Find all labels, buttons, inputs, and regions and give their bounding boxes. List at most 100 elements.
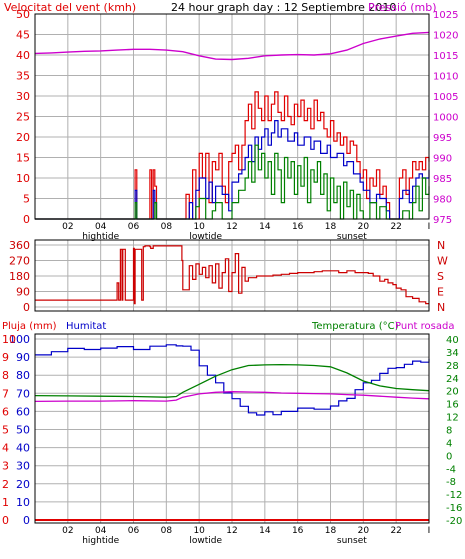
pressure-y-tick-label: 1005	[433, 92, 458, 103]
direction-y-tick-label: 360	[9, 239, 30, 252]
rain-y-tick-label: 3	[2, 460, 9, 473]
humidity-tide-label: lowtide	[189, 536, 222, 546]
wind-x-tick-label: I	[428, 222, 431, 232]
humidity-y-tick-label: 60	[16, 405, 30, 418]
pressure-y-tick-label: 995	[433, 133, 452, 144]
wind-x-tick-label: 10	[193, 222, 205, 232]
temperature-label: Temperatura (°C)	[311, 321, 399, 332]
rain-y-tick-label: 2	[2, 478, 9, 491]
wind-x-tick-label: 14	[259, 222, 271, 232]
rain-y-tick-label: 1	[2, 496, 9, 509]
temperature-y-tick-label: 12	[446, 413, 459, 424]
temperature-y-tick-label: 4	[446, 438, 452, 449]
rain-y-tick-label: 8	[2, 369, 9, 382]
wind-pressure-panel: 0510152025303540455097598098599099510001…	[16, 8, 458, 242]
humidity-x-tick-label: 08	[161, 526, 173, 536]
dewpoint-label: Punt rosada	[395, 321, 454, 332]
temperature-y-tick-label: -8	[446, 477, 456, 488]
temperature-y-tick-label: 16	[446, 400, 459, 411]
humidity-y-tick-label: 70	[16, 387, 30, 400]
humidity-tide-label: hightide	[82, 536, 119, 546]
temperature-y-tick-label: 28	[446, 361, 459, 372]
wind-x-tick-label: 08	[161, 222, 173, 232]
wind-y-tick-label: 10	[16, 172, 30, 185]
temperature-y-tick-label: -20	[446, 516, 462, 527]
wind-x-tick-label: 18	[325, 222, 337, 232]
rain-y-tick-label: 5	[2, 424, 9, 437]
pressure-series-line	[34, 31, 430, 61]
humidity-x-tick-label: 10	[193, 526, 205, 536]
wind-x-tick-label: 12	[226, 222, 237, 232]
temperature-y-tick-label: -4	[446, 464, 456, 475]
temperature-y-tick-label: 20	[446, 387, 459, 398]
humidity-y-tick-label: 0	[23, 514, 30, 527]
wind-plot-frame	[34, 13, 430, 220]
wind-y-tick-label: 5	[23, 193, 30, 206]
pressure-y-tick-label: 1025	[433, 10, 458, 21]
pressure-y-tick-label: 1020	[433, 31, 458, 42]
pressure-y-tick-label: 980	[433, 195, 452, 206]
wind-y-tick-label: 0	[23, 213, 30, 226]
wind-x-tick-label: 02	[62, 222, 73, 232]
compass-tick-label: N	[437, 301, 445, 314]
wind-tide-label: lowtide	[189, 232, 222, 242]
rain-y-tick-label: 9	[2, 351, 9, 364]
wind-x-tick-label: 16	[292, 222, 304, 232]
humidity-y-tick-label: 20	[16, 478, 30, 491]
humidity-temperature-panel: 0102030405060708090100012345678910-20-16…	[2, 333, 462, 546]
pressure-label: Pressió (mb)	[368, 1, 437, 14]
temperature-y-tick-label: 34	[446, 348, 459, 359]
humidity-label: Humitat	[66, 321, 106, 332]
humidity-tide-label: sunset	[337, 536, 367, 546]
wind-x-tick-label: 22	[390, 222, 401, 232]
humidity-plot-frame	[34, 333, 430, 524]
humidity-x-tick-label: 14	[259, 526, 271, 536]
temperature-y-tick-label: 8	[446, 426, 452, 437]
humidity-y-tick-label: 80	[16, 369, 30, 382]
temperature-series-line	[34, 363, 430, 398]
wind-low-series-line	[35, 144, 430, 220]
wind-y-tick-label: 25	[16, 111, 30, 124]
wind-y-tick-label: 50	[16, 8, 30, 21]
rain-y-tick-label: 7	[2, 387, 9, 400]
rain-y-tick-label: 4	[2, 442, 9, 455]
humidity-y-tick-label: 40	[16, 442, 30, 455]
humidity-y-tick-label: 10	[16, 496, 30, 509]
humidity-x-tick-label: 04	[95, 526, 107, 536]
humidity-x-tick-label: I	[428, 526, 431, 536]
pressure-y-tick-label: 985	[433, 174, 452, 185]
temperature-y-tick-label: 40	[446, 335, 459, 346]
compass-tick-label: E	[437, 286, 444, 299]
wind-x-tick-label: 20	[358, 222, 370, 232]
humidity-y-tick-label: 100	[9, 333, 30, 346]
humidity-x-tick-label: 06	[128, 526, 140, 536]
chart-title: 24 hour graph day : 12 Septiembre 2010	[171, 1, 396, 14]
wind-y-tick-label: 30	[16, 90, 30, 103]
wind-x-tick-label: 04	[95, 222, 107, 232]
wind-y-tick-label: 45	[16, 29, 30, 42]
temperature-y-tick-label: -16	[446, 503, 462, 514]
direction-y-tick-label: 90	[16, 286, 30, 299]
pressure-y-tick-label: 1015	[433, 51, 458, 62]
wind-tide-label: sunset	[337, 232, 367, 242]
humidity-x-tick-label: 02	[62, 526, 73, 536]
pressure-y-tick-label: 975	[433, 215, 452, 226]
temperature-y-tick-label: 0	[446, 451, 452, 462]
rain-y-tick-label: 6	[2, 405, 9, 418]
wind-average-series-line	[35, 120, 430, 220]
humidity-x-tick-label: 22	[390, 526, 401, 536]
pressure-y-tick-label: 1000	[433, 113, 458, 124]
humidity-x-tick-label: 12	[226, 526, 237, 536]
compass-tick-label: W	[437, 255, 448, 268]
humidity-y-tick-label: 30	[16, 460, 30, 473]
direction-y-tick-label: 180	[9, 270, 30, 283]
compass-tick-label: N	[437, 239, 445, 252]
humidity-x-tick-label: 16	[292, 526, 304, 536]
wind-y-tick-label: 35	[16, 70, 30, 83]
rain-y-tick-label: 0	[2, 514, 9, 527]
compass-tick-label: S	[437, 270, 444, 283]
direction-series-line	[35, 245, 429, 305]
wind-x-tick-label: 06	[128, 222, 140, 232]
